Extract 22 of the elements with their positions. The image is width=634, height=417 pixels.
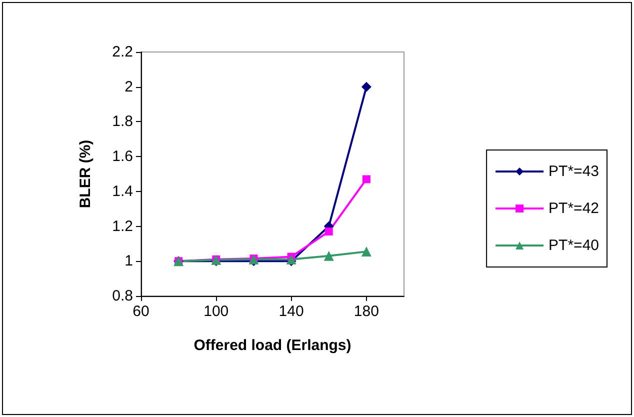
y-tick-label: 1	[124, 252, 133, 270]
x-tick-label: 60	[132, 303, 150, 320]
y-tick-label: 0.8	[112, 288, 133, 304]
x-tick-label: 100	[204, 303, 229, 320]
point	[361, 246, 372, 257]
legend-label: PT*=40	[548, 237, 600, 254]
y-tick-label: 1.8	[112, 113, 133, 130]
y-tick-label: 1.2	[112, 218, 133, 235]
legend-label: PT*=43	[548, 163, 600, 180]
point	[324, 228, 333, 236]
point	[324, 250, 334, 261]
legend-label: PT*=42	[548, 200, 600, 217]
point	[361, 82, 372, 92]
y-tick-label: 1.4	[112, 182, 133, 200]
y-tick-label: 1.6	[112, 148, 133, 166]
x-tick-label: 180	[354, 303, 379, 320]
point	[362, 175, 370, 184]
y-tick-label: 2.2	[112, 44, 133, 60]
y-tick-label: 2	[124, 78, 133, 96]
x-axis-title: Offered load (Erlangs)	[194, 337, 352, 354]
y-axis-title: BLER (%)	[77, 140, 94, 208]
x-tick-label: 140	[278, 303, 304, 320]
